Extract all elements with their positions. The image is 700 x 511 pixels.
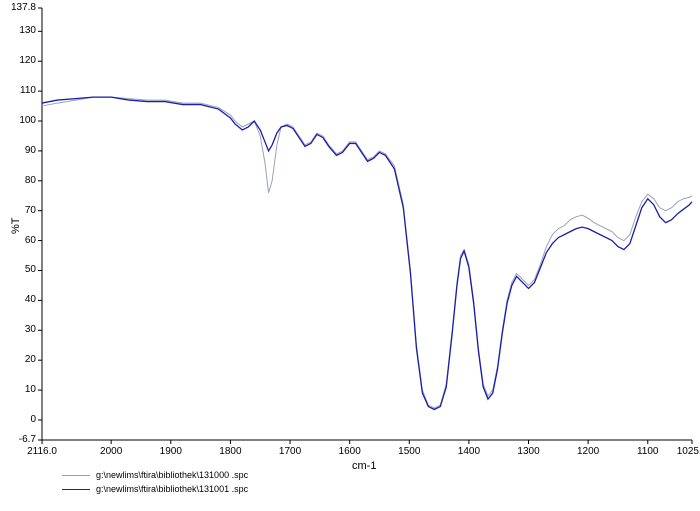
y-tick-label: 70	[25, 205, 36, 216]
y-tick-label: 80	[25, 175, 36, 186]
y-tick-label: -6.7	[19, 434, 36, 445]
y-tick-label: 40	[25, 294, 36, 305]
x-axis-label: cm-1	[352, 460, 376, 472]
series-spectrum-131001	[42, 97, 692, 408]
y-tick-label: 20	[25, 354, 36, 365]
x-tick-label: 1200	[570, 446, 606, 457]
y-tick-label: 60	[25, 235, 36, 246]
y-tick-label: 90	[25, 145, 36, 156]
legend-label: g:\newlims\ftira\bibliothek\131001 .spc	[96, 484, 248, 494]
x-tick-label: 1300	[511, 446, 547, 457]
y-tick-label: 137.8	[11, 2, 36, 13]
y-tick-label: 10	[25, 384, 36, 395]
y-axis-label: %T	[10, 218, 22, 235]
y-tick-label: 0	[30, 414, 36, 425]
y-tick-label: 100	[19, 115, 36, 126]
x-tick-label: 1700	[272, 446, 308, 457]
x-tick-label: 1500	[391, 446, 427, 457]
y-tick-label: 110	[20, 85, 36, 96]
plot-svg	[0, 0, 700, 511]
y-tick-label: 50	[25, 264, 36, 275]
x-tick-label: 1400	[451, 446, 487, 457]
legend-item: g:\newlims\ftira\bibliothek\131000 .spc	[62, 468, 248, 482]
x-tick-label: 2116.0	[24, 446, 60, 457]
spectrum-chart: %T cm-1 2116.0 2000 1900 1800 1700 1600 1500 14…	[0, 0, 700, 511]
x-tick-label: 1900	[153, 446, 189, 457]
legend-swatch	[62, 489, 90, 490]
legend-swatch	[62, 475, 90, 476]
legend-label: g:\newlims\ftira\bibliothek\131000 .spc	[96, 470, 248, 480]
legend: g:\newlims\ftira\bibliothek\131000 .spc g…	[62, 468, 248, 496]
legend-item: g:\newlims\ftira\bibliothek\131001 .spc	[62, 482, 248, 496]
x-tick-label: 1800	[212, 446, 248, 457]
series-spectrum-131000	[42, 97, 692, 409]
y-tick-label: 30	[25, 324, 36, 335]
x-tick-label: 2000	[93, 446, 129, 457]
y-tick-label: 130	[19, 25, 36, 36]
y-tick-label: 120	[19, 55, 36, 66]
x-tick-label: 1100	[630, 446, 666, 457]
x-tick-label: 1600	[332, 446, 368, 457]
x-tick-label: 1025.8	[674, 446, 700, 457]
